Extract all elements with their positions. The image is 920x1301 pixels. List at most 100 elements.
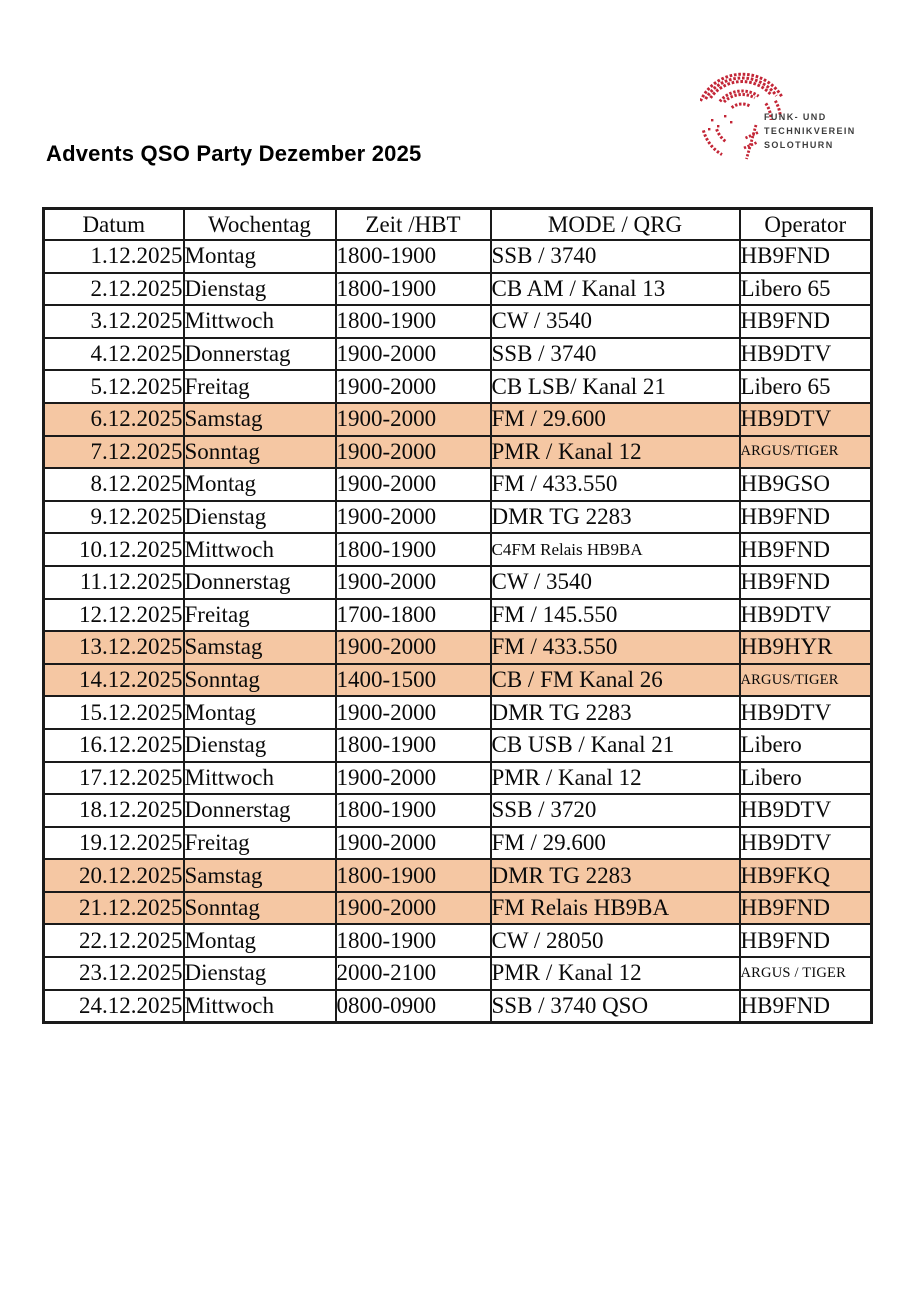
- cell-mode: SSB / 3740: [489, 336, 741, 372]
- cell-zeit: 1400-1500: [334, 662, 492, 698]
- cell-datum: 10.12.2025: [42, 532, 185, 567]
- cell-operator: HB9FND: [738, 304, 873, 339]
- cell-zeit: 1800-1900: [334, 304, 492, 339]
- table-row: 5.12.2025 Freitag 1900-2000 CB LSB/ Kanal 2…: [42, 369, 873, 404]
- cell-operator: ARGUS/TIGER: [738, 662, 873, 698]
- cell-datum: 6.12.2025: [42, 401, 185, 437]
- cell-zeit: 1800-1900: [334, 271, 492, 307]
- cell-zeit: 1800-1900: [334, 923, 492, 959]
- cell-wochentag: Mittwoch: [182, 532, 337, 567]
- cell-wochentag: Sonntag: [182, 890, 337, 926]
- table-row: 19.12.2025 Freitag 1900-2000 FM / 29.600 HB9…: [42, 825, 873, 861]
- page-title: Advents QSO Party Dezember 2025: [46, 141, 422, 166]
- table-row: 15.12.2025 Montag 1900-2000 DMR TG 2283 HB9D…: [42, 695, 873, 730]
- table-header-row: Datum Wochentag Zeit /HBT MODE / QRG Ope…: [42, 207, 873, 241]
- cell-wochentag: Montag: [182, 239, 337, 274]
- cell-mode: CW / 28050: [489, 923, 741, 959]
- cell-mode: CW / 3540: [489, 564, 741, 600]
- cell-operator: HB9DTV: [738, 825, 873, 861]
- table-row: 22.12.2025 Montag 1800-1900 CW / 28050 HB9FN…: [42, 923, 873, 959]
- cell-zeit: 2000-2100: [334, 956, 492, 991]
- cell-mode: SSB / 3740: [489, 239, 741, 274]
- cell-mode: CB AM / Kanal 13: [489, 271, 741, 307]
- table-row: 8.12.2025 Montag 1900-2000 FM / 433.550 HB9G…: [42, 467, 873, 502]
- cell-datum: 14.12.2025: [42, 662, 185, 698]
- schedule-table-body: 1.12.2025 Montag 1800-1900 SSB / 3740 HB9FND…: [42, 239, 873, 1024]
- cell-operator: HB9FND: [738, 564, 873, 600]
- cell-mode: FM / 433.550: [489, 467, 741, 502]
- table-row: 7.12.2025 Sonntag 1900-2000 PMR / Kanal 12 A…: [42, 434, 873, 470]
- table-row: 18.12.2025 Donnerstag 1800-1900 SSB / 3720 H…: [42, 793, 873, 828]
- cell-operator: HB9FND: [738, 890, 873, 926]
- cell-zeit: 1900-2000: [334, 369, 492, 404]
- header-operator: Operator: [738, 207, 873, 241]
- table-row: 21.12.2025 Sonntag 1900-2000 FM Relais HB9B…: [42, 890, 873, 926]
- cell-operator: HB9GSO: [738, 467, 873, 502]
- cell-zeit: 1900-2000: [334, 467, 492, 502]
- cell-operator: Libero 65: [738, 271, 873, 307]
- table-row: 16.12.2025 Dienstag 1800-1900 CB USB / Kana…: [42, 727, 873, 763]
- cell-mode: DMR TG 2283: [489, 499, 741, 535]
- cell-datum: 17.12.2025: [42, 760, 185, 796]
- cell-mode: FM / 29.600: [489, 825, 741, 861]
- cell-operator: HB9FND: [738, 532, 873, 567]
- cell-zeit: 1900-2000: [334, 434, 492, 470]
- cell-operator: Libero 65: [738, 369, 873, 404]
- cell-mode: CB / FM Kanal 26: [489, 662, 741, 698]
- cell-operator: Libero: [738, 760, 873, 796]
- club-name-line2: TECHNIKVEREIN: [764, 126, 856, 136]
- cell-mode: CW / 3540: [489, 304, 741, 339]
- cell-wochentag: Dienstag: [182, 727, 337, 763]
- table-row: 11.12.2025 Donnerstag 1900-2000 CW / 3540 HB…: [42, 564, 873, 600]
- cell-datum: 24.12.2025: [42, 988, 185, 1024]
- cell-mode: PMR / Kanal 12: [489, 956, 741, 991]
- cell-wochentag: Dienstag: [182, 271, 337, 307]
- cell-zeit: 1900-2000: [334, 760, 492, 796]
- cell-datum: 16.12.2025: [42, 727, 185, 763]
- cell-wochentag: Donnerstag: [182, 564, 337, 600]
- cell-wochentag: Mittwoch: [182, 988, 337, 1024]
- cell-datum: 18.12.2025: [42, 793, 185, 828]
- cell-mode: DMR TG 2283: [489, 858, 741, 893]
- cell-zeit: 1800-1900: [334, 239, 492, 274]
- cell-wochentag: Freitag: [182, 597, 337, 633]
- header-datum: Datum: [42, 207, 185, 241]
- cell-datum: 23.12.2025: [42, 956, 185, 991]
- cell-zeit: 1900-2000: [334, 499, 492, 535]
- cell-zeit: 1800-1900: [334, 858, 492, 893]
- table-row: 2.12.2025 Dienstag 1800-1900 CB AM / Kanal …: [42, 271, 873, 307]
- table-row: 6.12.2025 Samstag 1900-2000 FM / 29.600 HB9D…: [42, 401, 873, 437]
- cell-mode: CB LSB/ Kanal 21: [489, 369, 741, 404]
- cell-datum: 21.12.2025: [42, 890, 185, 926]
- cell-mode: PMR / Kanal 12: [489, 434, 741, 470]
- cell-zeit: 1900-2000: [334, 890, 492, 926]
- cell-mode: FM Relais HB9BA: [489, 890, 741, 926]
- cell-wochentag: Samstag: [182, 630, 337, 665]
- cell-wochentag: Montag: [182, 923, 337, 959]
- table-row: 24.12.2025 Mittwoch 0800-0900 SSB / 3740 QS…: [42, 988, 873, 1024]
- cell-operator: HB9DTV: [738, 401, 873, 437]
- cell-zeit: 1800-1900: [334, 793, 492, 828]
- club-name-line1: FUNK- UND: [764, 112, 827, 122]
- cell-mode: FM / 433.550: [489, 630, 741, 665]
- cell-datum: 12.12.2025: [42, 597, 185, 633]
- cell-datum: 20.12.2025: [42, 858, 185, 893]
- cell-operator: HB9DTV: [738, 336, 873, 372]
- cell-mode: SSB / 3720: [489, 793, 741, 828]
- cell-wochentag: Sonntag: [182, 434, 337, 470]
- cell-mode: FM / 29.600: [489, 401, 741, 437]
- cell-operator: ARGUS / TIGER: [738, 956, 873, 991]
- cell-wochentag: Mittwoch: [182, 760, 337, 796]
- cell-operator: HB9DTV: [738, 597, 873, 633]
- cell-datum: 19.12.2025: [42, 825, 185, 861]
- cell-operator: ARGUS/TIGER: [738, 434, 873, 470]
- cell-operator: Libero: [738, 727, 873, 763]
- cell-wochentag: Montag: [182, 695, 337, 730]
- cell-zeit: 1900-2000: [334, 825, 492, 861]
- cell-operator: HB9FND: [738, 923, 873, 959]
- cell-zeit: 0800-0900: [334, 988, 492, 1024]
- cell-wochentag: Samstag: [182, 858, 337, 893]
- table-row: 10.12.2025 Mittwoch 1800-1900 C4FM Relais H…: [42, 532, 873, 567]
- cell-wochentag: Dienstag: [182, 499, 337, 535]
- cell-datum: 13.12.2025: [42, 630, 185, 665]
